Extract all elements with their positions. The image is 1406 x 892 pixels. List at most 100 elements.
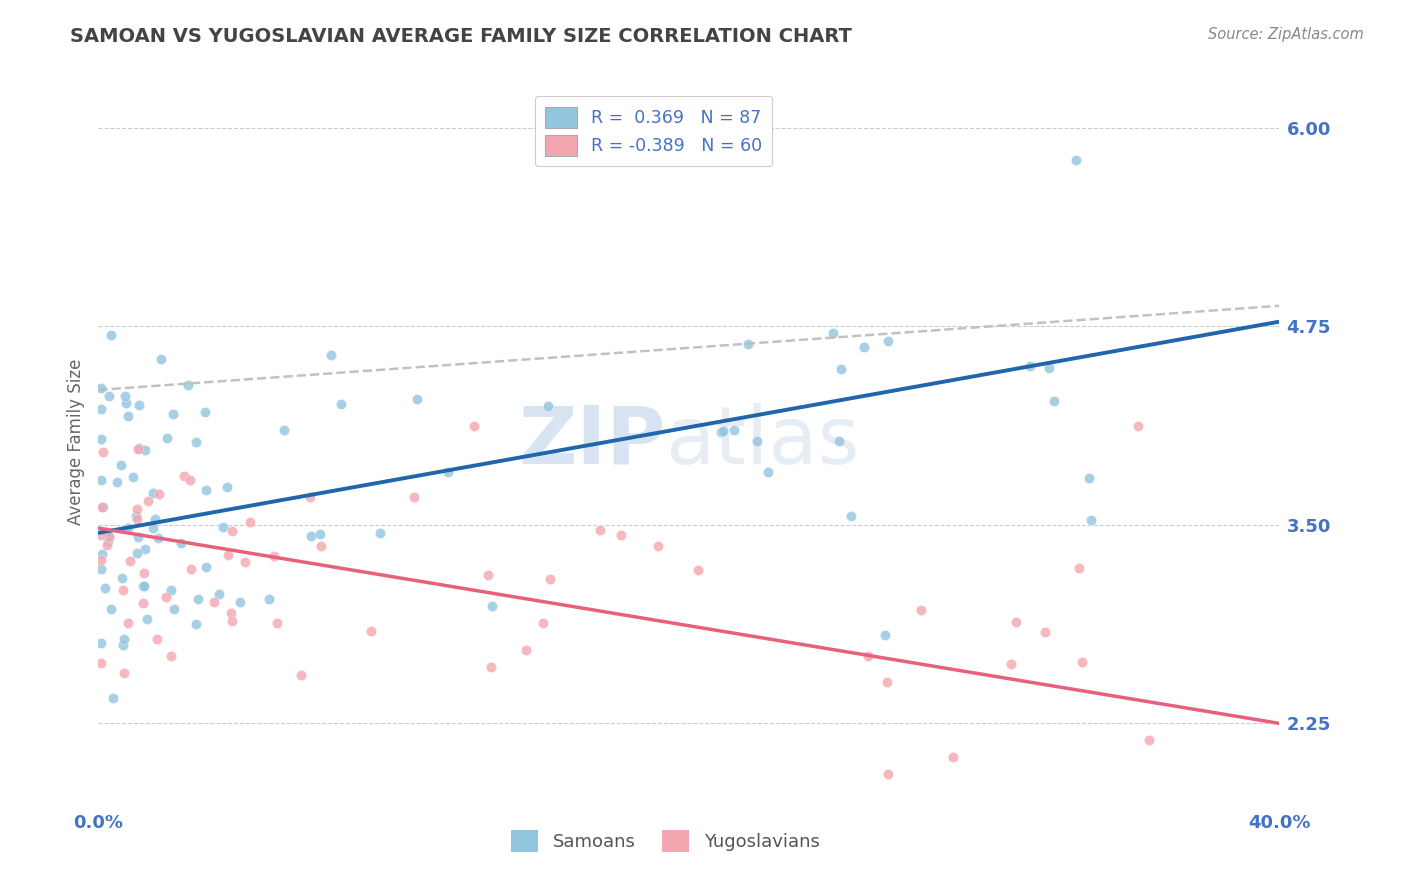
Point <box>711 424 734 438</box>
Point <box>163 602 186 616</box>
Point <box>195 483 218 497</box>
Point <box>202 594 225 608</box>
Point <box>1067 561 1090 575</box>
Point <box>207 587 229 601</box>
Point <box>221 524 243 538</box>
Point <box>112 638 135 652</box>
Point <box>136 494 159 508</box>
Point <box>100 328 122 343</box>
Point <box>127 442 149 457</box>
Point <box>125 508 148 523</box>
Point <box>330 397 353 411</box>
Text: SAMOAN VS YUGOSLAVIAN AVERAGE FAMILY SIZE CORRELATION CHART: SAMOAN VS YUGOSLAVIAN AVERAGE FAMILY SIZ… <box>70 27 852 45</box>
Point <box>853 340 876 354</box>
Point <box>134 579 156 593</box>
Point <box>184 617 207 632</box>
Point <box>1070 656 1092 670</box>
Point <box>101 690 124 705</box>
Point <box>120 553 142 567</box>
Point <box>173 468 195 483</box>
Point <box>136 612 159 626</box>
Point <box>122 470 145 484</box>
Point <box>194 405 217 419</box>
Point <box>1064 153 1087 167</box>
Point <box>873 628 896 642</box>
Point <box>90 657 112 671</box>
Point <box>405 392 427 406</box>
Text: ZIP: ZIP <box>517 402 665 481</box>
Point <box>97 530 120 544</box>
Point <box>117 409 139 424</box>
Point <box>117 615 139 630</box>
Point <box>96 538 118 552</box>
Point <box>839 509 862 524</box>
Point <box>160 648 183 663</box>
Point <box>111 571 134 585</box>
Point <box>219 606 242 620</box>
Point <box>229 595 252 609</box>
Point <box>148 487 170 501</box>
Point <box>877 334 900 349</box>
Point <box>309 527 332 541</box>
Point <box>1137 733 1160 747</box>
Point <box>1005 615 1028 629</box>
Point <box>150 351 173 366</box>
Point <box>156 430 179 444</box>
Point <box>128 398 150 412</box>
Point <box>217 549 239 563</box>
Point <box>481 599 503 613</box>
Point <box>221 614 243 628</box>
Point <box>710 425 733 439</box>
Point <box>876 675 898 690</box>
Point <box>117 520 139 534</box>
Point <box>266 615 288 630</box>
Point <box>142 485 165 500</box>
Point <box>1043 393 1066 408</box>
Point <box>821 326 844 341</box>
Point <box>538 572 561 586</box>
Y-axis label: Average Family Size: Average Family Size <box>66 359 84 524</box>
Text: Source: ZipAtlas.com: Source: ZipAtlas.com <box>1208 27 1364 42</box>
Point <box>90 553 112 567</box>
Point <box>96 524 118 539</box>
Point <box>125 501 148 516</box>
Point <box>756 465 779 479</box>
Point <box>142 521 165 535</box>
Point <box>370 525 392 540</box>
Point <box>125 546 148 560</box>
Point <box>212 519 235 533</box>
Point <box>479 660 502 674</box>
Point <box>112 665 135 680</box>
Point <box>111 583 134 598</box>
Point <box>105 475 128 489</box>
Point <box>360 624 382 638</box>
Point <box>1080 512 1102 526</box>
Point <box>589 523 612 537</box>
Point <box>146 632 169 646</box>
Point <box>91 500 114 514</box>
Point <box>187 591 209 606</box>
Point <box>536 399 558 413</box>
Point <box>233 555 256 569</box>
Point <box>184 434 207 449</box>
Point <box>90 636 112 650</box>
Point <box>90 473 112 487</box>
Point <box>1000 657 1022 672</box>
Point <box>1126 419 1149 434</box>
Point <box>319 348 342 362</box>
Point <box>737 337 759 351</box>
Point <box>90 562 112 576</box>
Point <box>128 441 150 455</box>
Text: atlas: atlas <box>665 402 859 481</box>
Point <box>169 536 191 550</box>
Point <box>96 533 118 548</box>
Point <box>146 532 169 546</box>
Point <box>858 649 880 664</box>
Point <box>90 381 112 395</box>
Point <box>876 767 898 781</box>
Point <box>463 418 485 433</box>
Point <box>301 529 323 543</box>
Point <box>90 432 112 446</box>
Point <box>91 445 114 459</box>
Point <box>1033 625 1056 640</box>
